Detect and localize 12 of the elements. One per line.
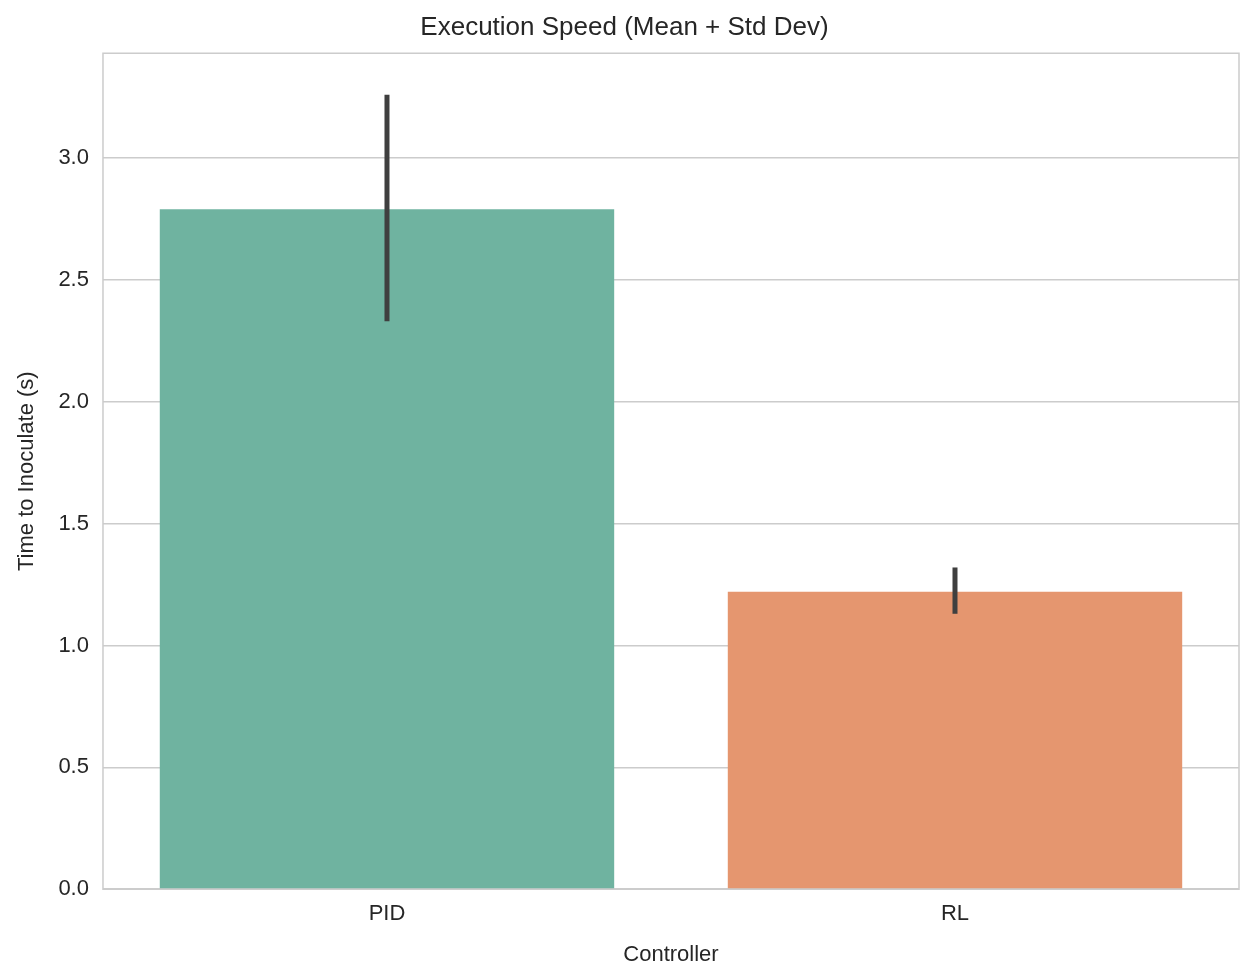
y-tick-label: 1.0 [58,631,89,657]
y-tick-label: 2.5 [58,265,89,291]
y-tick-label: 0.5 [58,753,89,779]
y-axis-title: Time to Inoculate (s) [13,371,39,572]
x-tick-label: RL [940,900,970,926]
y-tick-label: 1.5 [58,509,89,535]
x-tick-label: PID [368,900,406,926]
y-tick-label: 2.0 [58,387,89,413]
y-tick-label: 3.0 [58,144,89,170]
y-tick-label: 0.0 [58,875,89,901]
x-axis-title: Controller [623,940,719,966]
chart-title: Execution Speed (Mean + Std Dev) [420,10,829,41]
